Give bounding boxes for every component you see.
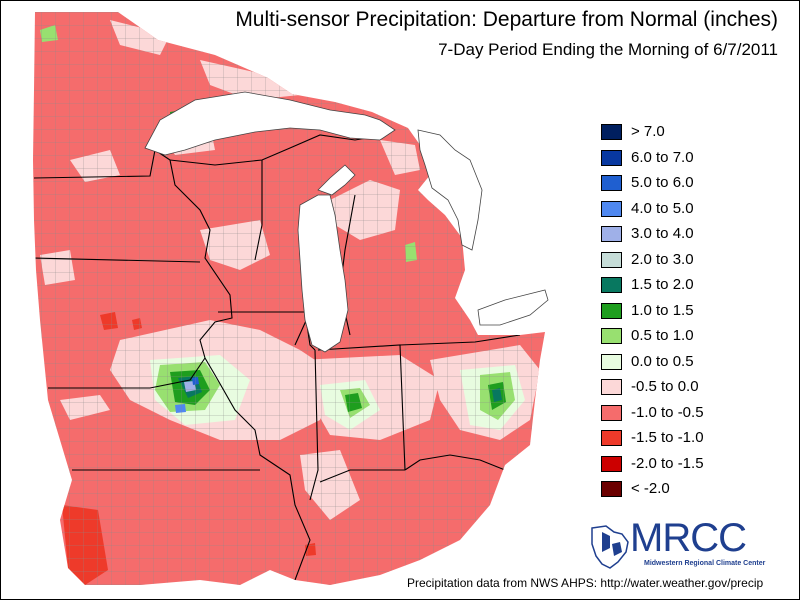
legend-label: 3.0 to 4.0	[631, 225, 694, 242]
legend-label: -1.5 to -1.0	[631, 429, 704, 446]
legend-swatch	[601, 175, 622, 191]
legend-swatch	[601, 124, 622, 140]
legend-swatch	[601, 149, 622, 166]
legend-swatch	[601, 430, 622, 446]
legend-label: -0.5 to 0.0	[631, 378, 699, 395]
legend-swatch	[601, 481, 622, 497]
legend-label: < -2.0	[631, 480, 670, 497]
legend-swatch	[601, 226, 622, 242]
legend-label: 5.0 to 6.0	[631, 174, 694, 191]
legend-swatch	[601, 379, 622, 395]
logo-text: MRCC	[630, 516, 747, 560]
legend-label: 1.5 to 2.0	[631, 276, 694, 293]
legend-label: 2.0 to 3.0	[631, 250, 694, 268]
legend-swatch	[601, 328, 622, 344]
legend-label: 6.0 to 7.0	[631, 148, 694, 166]
legend-label: 0.0 to 0.5	[631, 352, 694, 370]
logo-subtitle: Midwestern Regional Climate Center	[644, 560, 766, 567]
legend-swatch	[601, 353, 622, 370]
legend-label: 0.5 to 1.0	[631, 327, 694, 344]
legend-swatch	[601, 200, 622, 217]
legend-label: -2.0 to -1.5	[631, 454, 704, 472]
lake-erie	[477, 289, 549, 326]
lake-michigan	[297, 194, 349, 353]
lake-superior	[144, 91, 396, 156]
data-credit: Precipitation data from NWS AHPS: http:/…	[407, 576, 764, 590]
legend-swatch	[601, 302, 622, 319]
legend-swatch	[601, 277, 622, 293]
legend-swatch	[601, 404, 622, 421]
mrcc-logo: MRCC Midwestern Regional Climate Center	[588, 516, 768, 572]
legend-label: 1.0 to 1.5	[631, 301, 694, 319]
legend-label: 4.0 to 5.0	[631, 199, 694, 217]
legend-swatch	[601, 455, 622, 472]
legend-label: > 7.0	[631, 123, 665, 140]
green-bay	[317, 164, 356, 196]
map-title: Multi-sensor Precipitation: Departure fr…	[235, 8, 778, 31]
legend-swatch	[601, 251, 622, 268]
map-subtitle: 7-Day Period Ending the Morning of 6/7/2…	[438, 40, 778, 59]
lake-huron	[417, 129, 483, 251]
midwest-outline-icon	[591, 525, 629, 569]
legend-label: -1.0 to -0.5	[631, 403, 704, 421]
